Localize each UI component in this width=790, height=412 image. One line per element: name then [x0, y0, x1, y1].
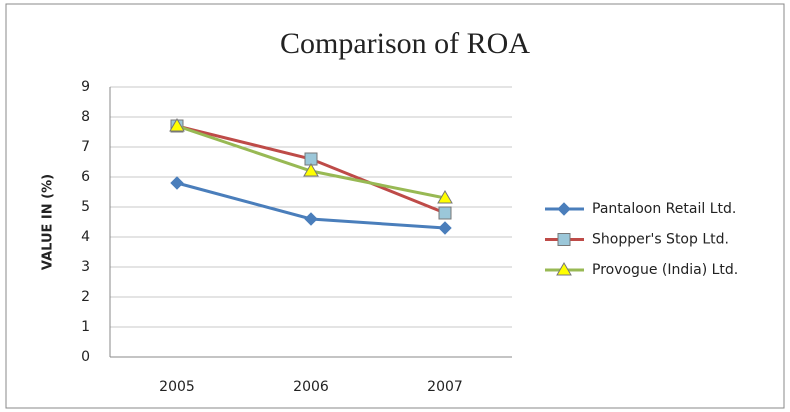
y-tick-label: 2 — [81, 289, 90, 305]
data-point — [437, 190, 453, 204]
y-tick-label: 6 — [81, 169, 90, 185]
data-point — [304, 212, 318, 226]
y-tick-label: 9 — [81, 79, 90, 95]
chart-title: Comparison of ROA — [280, 27, 530, 60]
y-tick-label: 1 — [81, 319, 90, 335]
x-tick-label: 2007 — [427, 379, 463, 395]
legend-label: Pantaloon Retail Ltd. — [592, 201, 736, 217]
x-tick-label: 2005 — [159, 379, 195, 395]
legend-label: Provogue (India) Ltd. — [592, 262, 738, 278]
data-point — [304, 152, 318, 166]
y-tick-label: 5 — [81, 199, 90, 215]
legend-marker — [557, 233, 571, 246]
data-point — [170, 176, 184, 190]
y-tick-label: 8 — [81, 109, 90, 125]
legend-marker — [557, 202, 571, 216]
y-tick-label: 4 — [81, 229, 90, 245]
legend-marker — [556, 262, 572, 276]
data-point — [438, 206, 452, 220]
y-tick-label: 3 — [81, 259, 90, 275]
data-point — [303, 163, 319, 177]
data-point — [169, 118, 185, 132]
y-axis-label: VALUE IN (%) — [41, 174, 56, 270]
y-tick-label: 7 — [81, 139, 90, 155]
x-tick-label: 2006 — [293, 379, 329, 395]
chart-frame — [5, 3, 785, 409]
data-point — [438, 221, 452, 235]
y-tick-label: 0 — [81, 349, 90, 365]
legend-label: Shopper's Stop Ltd. — [592, 232, 729, 248]
